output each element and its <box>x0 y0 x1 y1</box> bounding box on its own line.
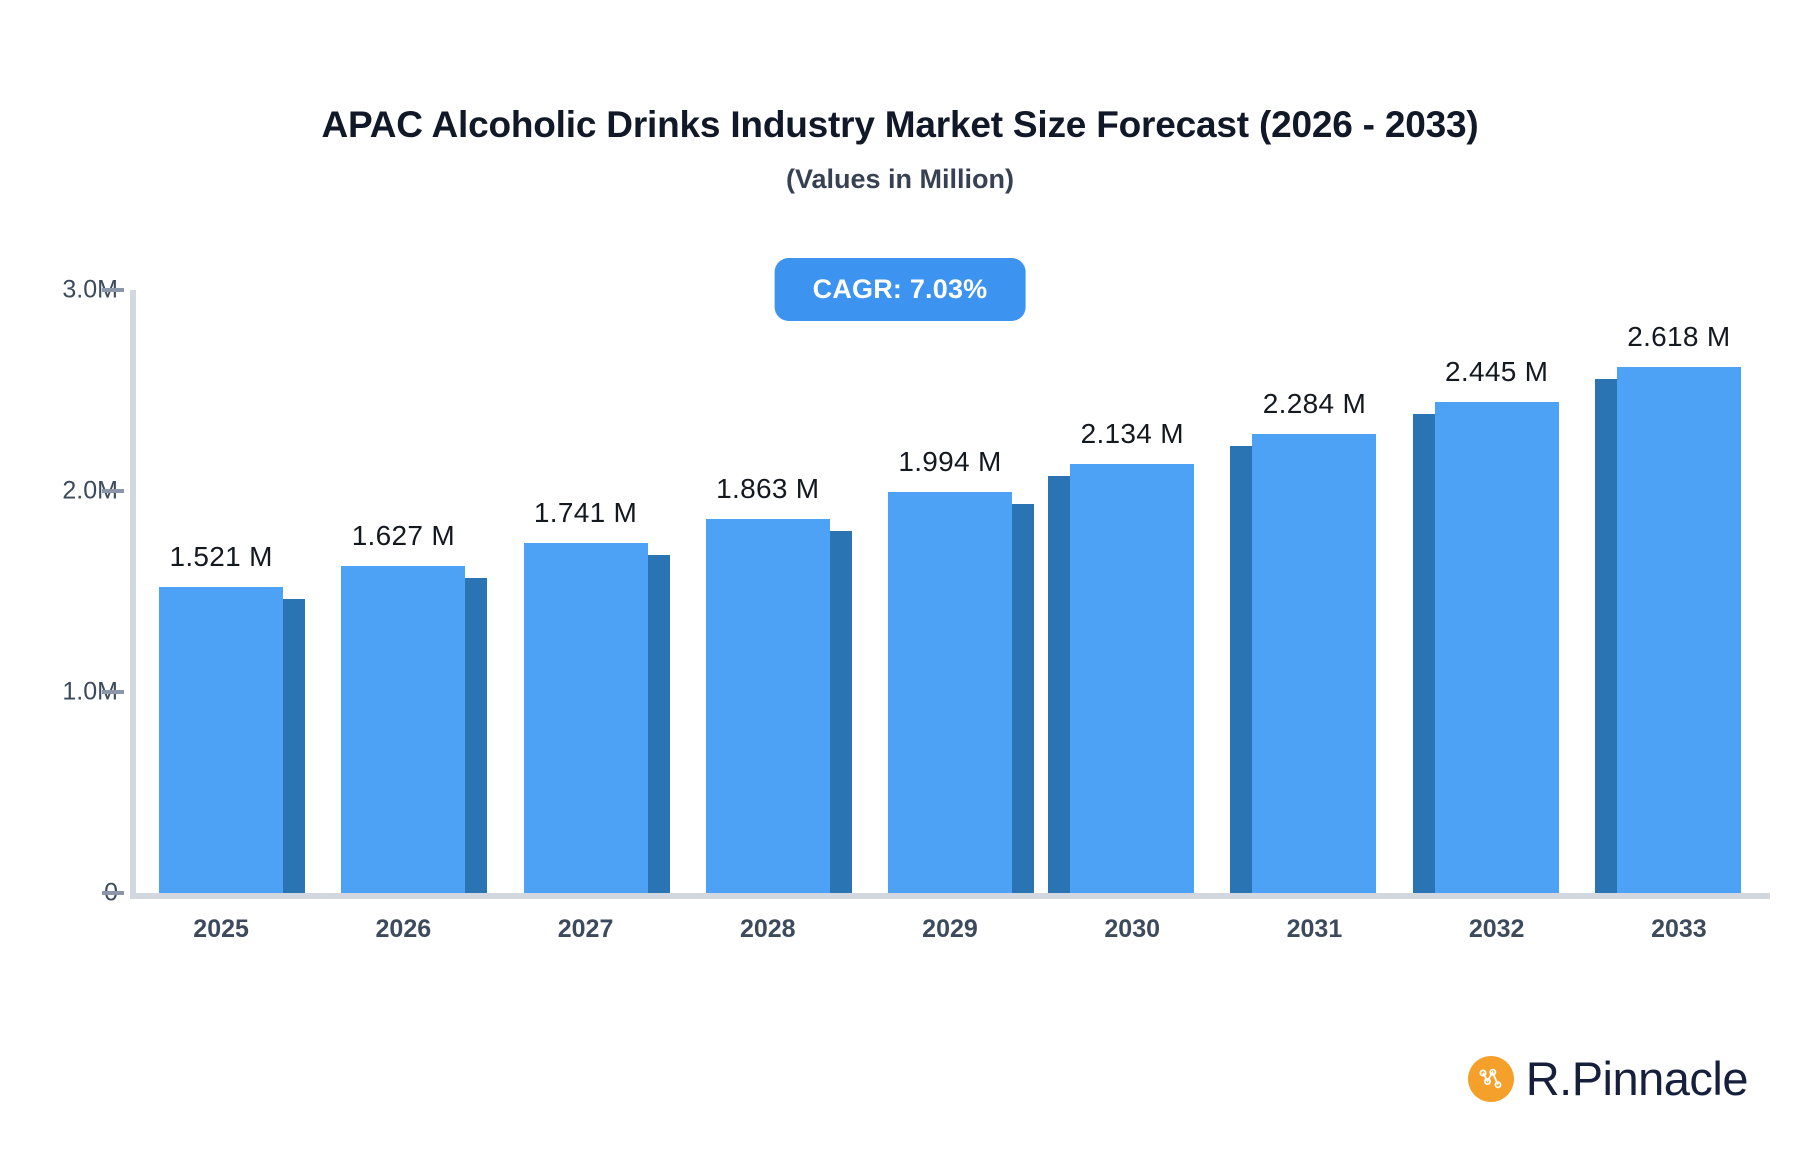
bar-value-label: 2.618 M <box>1627 320 1731 352</box>
bar[interactable]: 2.134 M <box>1048 418 1195 893</box>
y-axis-tick-mark <box>102 489 124 493</box>
bar-front-face <box>341 565 466 893</box>
bar-side-face <box>1412 413 1435 893</box>
bar-side-face <box>1048 476 1071 893</box>
bar-value-label: 2.284 M <box>1262 387 1367 419</box>
bar[interactable]: 1.994 M <box>887 446 1034 893</box>
bar-side-face <box>465 577 488 893</box>
bar-value-label: 2.445 M <box>1445 355 1549 387</box>
x-axis-tick-label: 2028 <box>739 915 796 943</box>
bar-side-face <box>829 530 852 893</box>
network-nodes-icon <box>1467 1055 1514 1102</box>
y-axis-line <box>130 290 136 893</box>
x-axis-tick-label: 2032 <box>1468 915 1525 943</box>
bar-side-face <box>1011 504 1034 893</box>
bar-group: 1.994 M 2029 <box>859 290 1041 943</box>
bar-side-face <box>647 555 670 893</box>
bar[interactable]: 1.863 M <box>705 473 852 893</box>
brand-logo: R.Pinnacle <box>1467 1052 1749 1105</box>
bar-front-face <box>1070 464 1195 893</box>
bar-front-face <box>705 518 830 893</box>
bar-group: 1.521 M 2025 <box>130 290 312 943</box>
bar-front-face <box>1252 433 1377 893</box>
x-axis-tick-label: 2031 <box>1286 915 1343 943</box>
bar-group: 2.618 M 2033 <box>1588 290 1770 943</box>
page-title: APAC Alcoholic Drinks Industry Market Si… <box>321 104 1479 145</box>
bar[interactable]: 2.445 M <box>1412 356 1559 893</box>
x-axis-tick-label: 2025 <box>193 915 249 943</box>
x-axis-tick-label: 2026 <box>375 915 432 943</box>
bar-side-face <box>283 599 306 893</box>
bar-value-label: 1.627 M <box>351 519 455 551</box>
y-axis-tick-label: 3.0M <box>62 275 118 304</box>
bar-group: 1.863 M 2028 <box>677 290 859 943</box>
bar-front-face <box>159 587 284 893</box>
chart-header: APAC Alcoholic Drinks Industry Market Si… <box>0 104 1800 195</box>
bar[interactable]: 2.618 M <box>1594 321 1741 893</box>
bar-value-label: 1.521 M <box>169 541 273 573</box>
bar-front-face <box>523 543 648 893</box>
bar-group: 1.627 M 2026 <box>312 290 494 943</box>
bar[interactable]: 1.627 M <box>341 520 488 893</box>
x-axis-tick-label: 2029 <box>922 915 978 943</box>
cagr-badge: CAGR: 7.03% <box>774 258 1026 321</box>
bar[interactable]: 1.741 M <box>523 497 670 893</box>
y-axis-tick-label: 1.0M <box>62 677 118 706</box>
x-axis-tick-label: 2027 <box>557 915 614 943</box>
bar-group: 2.134 M 2030 <box>1041 290 1223 943</box>
bar-front-face <box>1434 401 1559 893</box>
bar-group: 1.741 M 2027 <box>494 290 676 943</box>
y-axis-tick-mark <box>102 891 124 895</box>
y-axis-tick-mark <box>102 690 124 694</box>
bar-group: 2.284 M 2031 <box>1223 290 1405 943</box>
bar-group: 2.445 M 2032 <box>1406 290 1588 943</box>
chart-subtitle: (Values in Million) <box>785 163 1015 194</box>
x-axis-tick-label: 2030 <box>1104 915 1161 943</box>
bar-value-label: 2.134 M <box>1080 418 1184 450</box>
bar-front-face <box>1616 366 1741 893</box>
bar-value-label: 1.994 M <box>898 446 1002 478</box>
bar-series: 1.521 M 2025 1.627 M 2026 1.741 M 2027 1.863 M… <box>130 290 1770 943</box>
brand-name: R.Pinnacle <box>1525 1052 1749 1105</box>
x-axis-line <box>130 893 1770 899</box>
bar-side-face <box>1230 445 1253 893</box>
bar-value-label: 1.741 M <box>533 497 638 529</box>
y-axis-tick-mark <box>102 288 124 292</box>
x-axis-tick-label: 2033 <box>1651 915 1707 943</box>
bar[interactable]: 2.284 M <box>1230 388 1377 893</box>
y-axis-tick-label: 0 <box>0 879 118 908</box>
bar-value-label: 1.863 M <box>716 472 820 504</box>
bar-side-face <box>1594 378 1617 893</box>
y-axis-tick-label: 2.0M <box>62 476 118 505</box>
bar-front-face <box>887 492 1012 893</box>
bar[interactable]: 1.521 M <box>159 541 306 893</box>
